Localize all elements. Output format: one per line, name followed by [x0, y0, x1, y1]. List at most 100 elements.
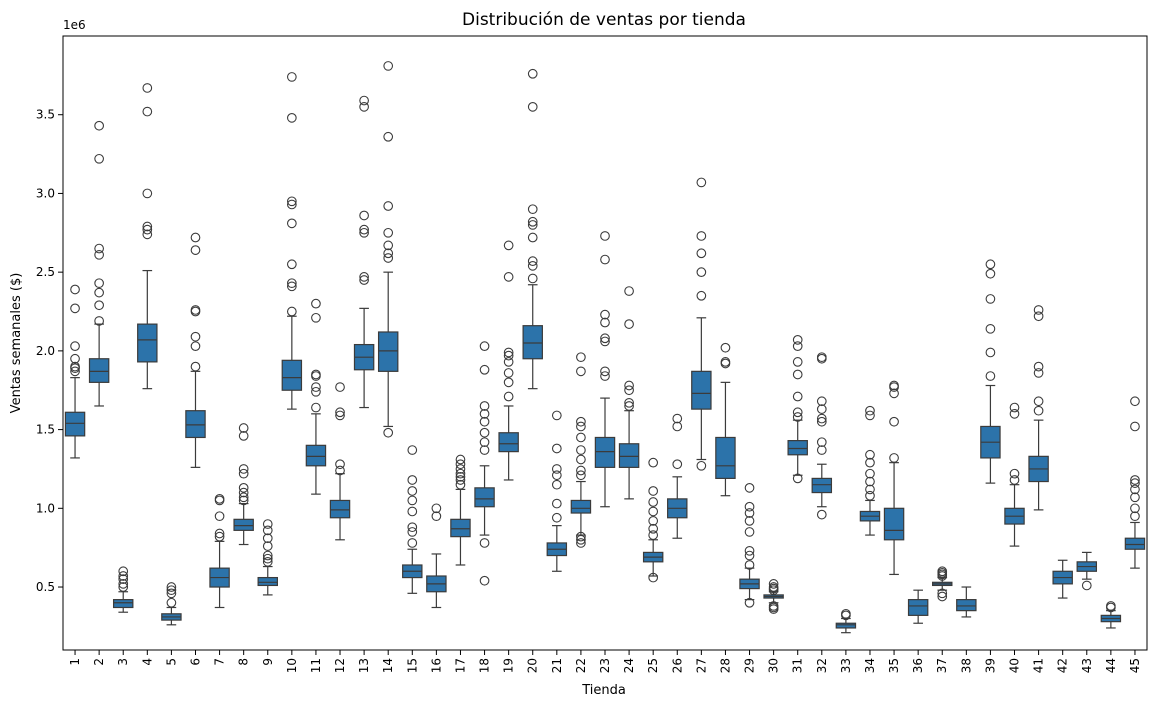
- outlier-point: [576, 445, 586, 455]
- outlier-point: [214, 511, 225, 522]
- outlier-point: [286, 113, 297, 123]
- outlier-point: [503, 357, 514, 367]
- box-iqr: [233, 518, 254, 531]
- outlier-point: [407, 527, 418, 537]
- outlier-point: [142, 83, 153, 93]
- box-group-store-18: [474, 341, 495, 586]
- outlier-point: [744, 527, 755, 537]
- outlier-point: [335, 459, 345, 470]
- box-group-store-8: [233, 423, 254, 546]
- outlier-point: [527, 68, 538, 79]
- box-iqr: [1124, 537, 1146, 550]
- outlier-point: [889, 453, 899, 463]
- box-group-store-29: [739, 482, 760, 608]
- outlier-point: [624, 385, 634, 396]
- outlier-point: [1009, 402, 1020, 413]
- outlier-point: [744, 550, 755, 561]
- box-group-store-9: [257, 519, 278, 596]
- x-tick-label: 19: [502, 658, 516, 673]
- outlier-point: [311, 382, 321, 392]
- box-iqr: [811, 477, 833, 494]
- outlier-point: [503, 377, 514, 388]
- outlier-point: [455, 468, 466, 479]
- outlier-point: [551, 470, 562, 481]
- outlier-point: [816, 352, 827, 363]
- box-group-store-21: [546, 410, 568, 572]
- outlier-point: [672, 459, 683, 470]
- box-iqr: [377, 331, 399, 372]
- x-tick-label: 16: [429, 658, 443, 673]
- x-tick-label: 13: [357, 658, 371, 673]
- outlier-point: [407, 522, 418, 533]
- box-iqr: [64, 411, 86, 437]
- outlier-point: [311, 402, 321, 413]
- outlier-point: [407, 538, 418, 548]
- outlier-point: [600, 317, 610, 328]
- outlier-point: [648, 572, 659, 583]
- outlier-point: [262, 533, 273, 544]
- box-iqr: [570, 499, 592, 514]
- outlier-point: [503, 240, 514, 251]
- outlier-point: [889, 416, 899, 427]
- outlier-point: [94, 287, 104, 298]
- outlier-point: [359, 95, 369, 106]
- outlier-point: [142, 224, 153, 235]
- box-iqr: [474, 487, 495, 508]
- outlier-point: [214, 531, 225, 542]
- outlier-point: [576, 416, 586, 427]
- outlier-point: [262, 550, 273, 561]
- outlier-point: [286, 196, 297, 207]
- outlier-point: [479, 437, 490, 448]
- outlier-point: [359, 275, 369, 285]
- outlier-point: [985, 323, 996, 334]
- outlier-point: [479, 401, 490, 411]
- outlier-point: [383, 61, 394, 71]
- outlier-point: [238, 468, 249, 479]
- outlier-point: [383, 248, 394, 259]
- outlier-point: [576, 352, 586, 363]
- x-tick-label: 42: [1056, 658, 1070, 673]
- outlier-point: [286, 72, 297, 82]
- outlier-point: [889, 380, 899, 391]
- box-iqr: [835, 622, 857, 629]
- outlier-point: [311, 298, 321, 309]
- outlier-point: [600, 371, 610, 381]
- outlier-point: [286, 259, 297, 270]
- x-tick-label: 36: [911, 658, 925, 673]
- box-iqr: [618, 443, 640, 468]
- plot-area: 0.51.01.52.02.53.03.51 2 3 4 5 6 7 8 9 10 11 12 13 14…: [36, 35, 1148, 673]
- outlier-point: [94, 120, 104, 131]
- x-tick-label: 34: [863, 658, 877, 673]
- x-tick-label: 25: [646, 658, 660, 673]
- x-tick-label: 39: [983, 658, 997, 673]
- box-group-store-45: [1124, 396, 1146, 569]
- outlier-point: [70, 366, 80, 377]
- outlier-point: [262, 525, 273, 536]
- x-tick-label: 9: [261, 658, 275, 666]
- box-iqr: [715, 436, 736, 479]
- outlier-point: [576, 534, 586, 545]
- box-iqr: [907, 599, 929, 616]
- outlier-point: [985, 268, 996, 279]
- outlier-point: [503, 350, 514, 361]
- outlier-point: [1130, 478, 1140, 488]
- outlier-point: [383, 253, 394, 263]
- outlier-point: [816, 509, 827, 520]
- outlier-point: [576, 454, 586, 465]
- outlier-point: [1081, 580, 1092, 591]
- outlier-point: [1130, 492, 1140, 503]
- x-tick-label: 1: [68, 658, 82, 666]
- x-tick-label: 15: [405, 658, 419, 673]
- box-group-store-19: [498, 240, 519, 481]
- outlier-point: [551, 498, 562, 509]
- y-tick-label: 2.0: [36, 344, 55, 358]
- x-tick-label: 21: [550, 658, 564, 673]
- x-tick-label: 20: [526, 658, 540, 673]
- outlier-point: [648, 457, 659, 468]
- box-group-store-31: [787, 335, 808, 484]
- outlier-point: [190, 305, 201, 315]
- outlier-point: [648, 530, 659, 540]
- outlier-point: [479, 416, 490, 427]
- y-tick-label: 1.0: [36, 501, 55, 515]
